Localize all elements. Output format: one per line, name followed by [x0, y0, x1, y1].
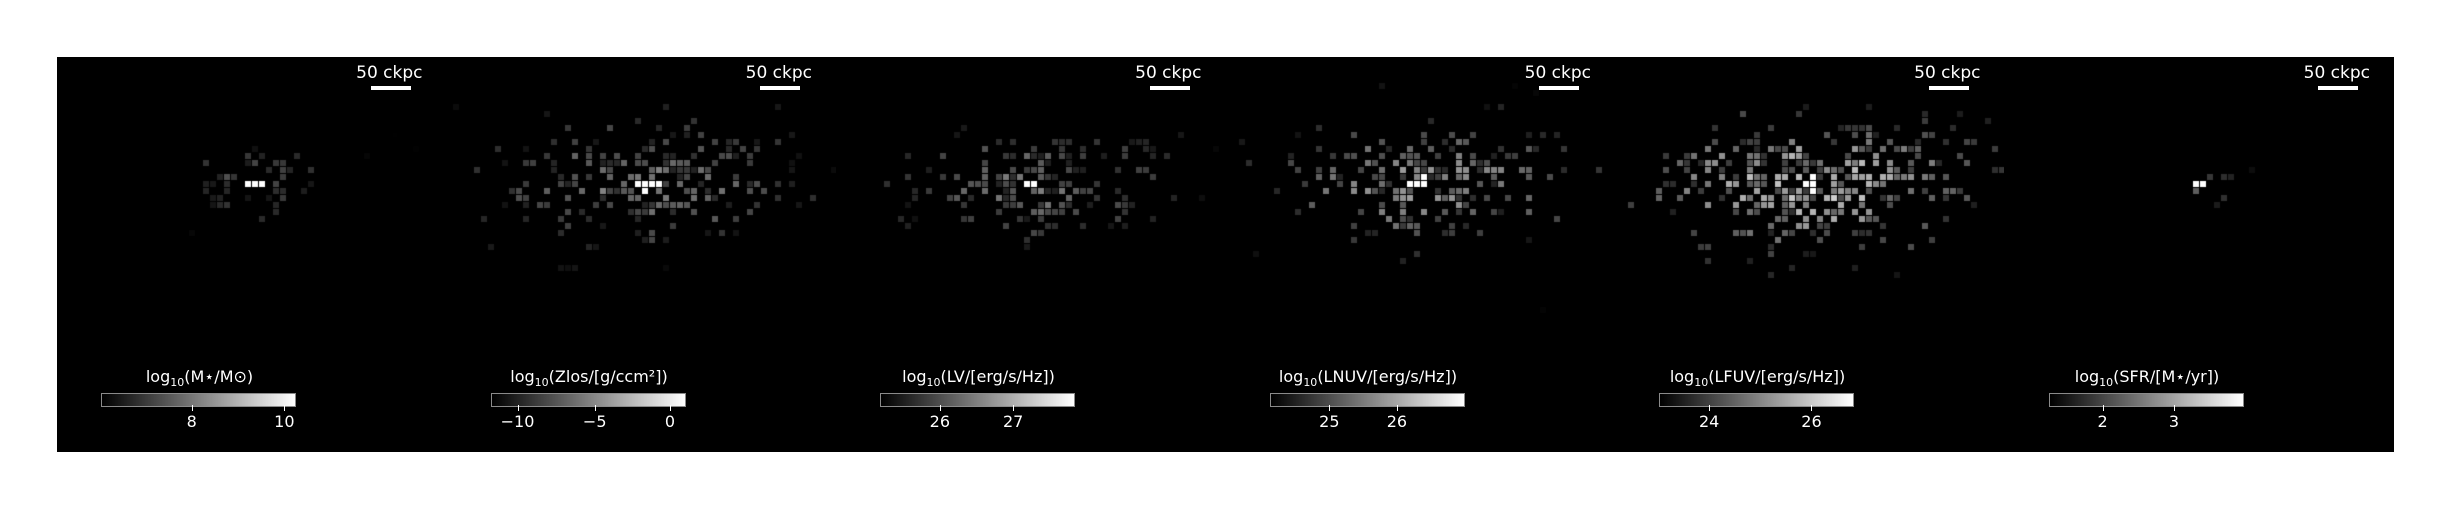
colorbar-tick: [939, 405, 941, 411]
colorbar-tick: [284, 405, 286, 411]
panel-metallicity: 50 ckpc log10(Zlos/[g/ccm²]) −10 −5 0: [446, 57, 837, 452]
colorbar-tick-label: 0: [664, 412, 676, 431]
colorbar: [1269, 393, 1465, 407]
colorbar-tick: [1329, 405, 1331, 411]
colorbar-tick-label: 3: [2168, 412, 2180, 431]
colorbar-tick-label: 26: [1386, 412, 1408, 431]
colorbar-title: log10(M⋆/M⊙): [145, 367, 254, 390]
colorbar-tick-label: 26: [929, 412, 951, 431]
metallicity-map-image: [446, 57, 836, 452]
scale-bar-label: 50 ckpc: [1914, 63, 1981, 83]
scale-bar-label: 50 ckpc: [745, 63, 812, 83]
colorbar-tick: [2173, 405, 2175, 411]
scale-bar: [370, 86, 411, 90]
colorbar-tick: [594, 405, 596, 411]
colorbar-tick: [669, 405, 671, 411]
panel-nuv-luminosity: 50 ckpc log10(LNUV/[erg/s/Hz]) 25 26: [1225, 57, 1616, 452]
image-strip: 50 ckpc log10(M⋆/M⊙) 8 10 50 ckpc log10(Zlos/…: [57, 57, 2394, 452]
scale-bar-label: 50 ckpc: [1135, 63, 1202, 83]
v-band-luminosity-map-image: [836, 57, 1225, 452]
colorbar-tick: [1013, 405, 1015, 411]
colorbar-tick: [191, 405, 193, 411]
stellar-mass-map-image: [57, 57, 446, 452]
panel-v-band-luminosity: 50 ckpc log10(LV/[erg/s/Hz]) 26 27: [836, 57, 1226, 452]
colorbar-tick-label: −10: [500, 412, 535, 431]
nuv-luminosity-map-image: [1225, 57, 1615, 452]
scale-bar-label: 50 ckpc: [2303, 63, 2370, 83]
panel-stellar-mass: 50 ckpc log10(M⋆/M⊙) 8 10: [57, 57, 447, 452]
colorbar-title: log10(LNUV/[erg/s/Hz]): [1278, 367, 1458, 390]
scale-bar-label: 50 ckpc: [1524, 63, 1591, 83]
scale-bar: [2318, 86, 2358, 90]
colorbar-tick-label: 10: [274, 412, 295, 431]
colorbar: [1659, 393, 1854, 407]
colorbar-tick-label: 25: [1319, 412, 1340, 431]
colorbar: [2048, 393, 2244, 407]
colorbar-tick: [517, 405, 519, 411]
colorbar-title: log10(SFR/[M⋆/yr]): [2074, 367, 2220, 390]
scale-bar: [1928, 86, 1969, 90]
colorbar: [101, 393, 296, 407]
panel-star-formation-rate: 50 ckpc log10(SFR/[M⋆/yr]) 2 3: [2004, 57, 2395, 452]
colorbar-tick-label: −5: [582, 412, 607, 431]
colorbar-tick-label: 8: [186, 412, 197, 431]
colorbar-tick: [2102, 405, 2104, 411]
scale-bar: [760, 86, 800, 90]
colorbar-tick: [1709, 405, 1711, 411]
colorbar-tick: [1396, 405, 1398, 411]
colorbar-title: log10(LFUV/[erg/s/Hz]): [1669, 367, 1846, 390]
colorbar-tick-label: 24: [1698, 412, 1720, 431]
colorbar-tick: [1811, 405, 1813, 411]
scale-bar: [1149, 86, 1190, 90]
scale-bar: [1539, 86, 1579, 90]
fuv-luminosity-map-image: [1615, 57, 2004, 452]
colorbar-title: log10(Zlos/[g/ccm²]): [510, 367, 668, 390]
colorbar-tick-label: 26: [1801, 412, 1822, 431]
panel-fuv-luminosity: 50 ckpc log10(LFUV/[erg/s/Hz]) 24 26: [1615, 57, 2005, 452]
colorbar: [880, 393, 1075, 407]
colorbar-title: log10(LV/[erg/s/Hz]): [902, 367, 1055, 390]
scale-bar-label: 50 ckpc: [356, 63, 423, 83]
colorbar: [490, 393, 686, 407]
colorbar-tick-label: 27: [1002, 412, 1024, 431]
colorbar-tick-label: 2: [2097, 412, 2108, 431]
star-formation-rate-map-image: [2004, 57, 2394, 452]
